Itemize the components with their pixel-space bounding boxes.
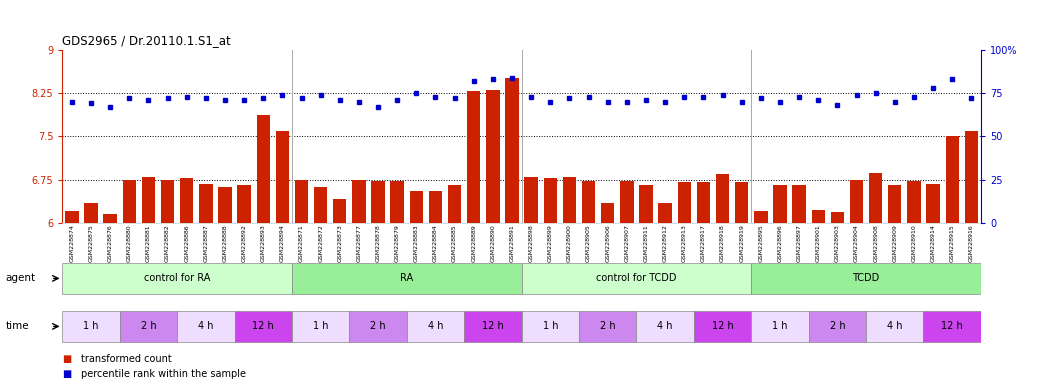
Bar <box>333 199 347 223</box>
Text: 1 h: 1 h <box>312 321 328 331</box>
Bar <box>292 311 350 342</box>
Bar <box>218 187 231 223</box>
Bar <box>238 185 251 223</box>
Text: time: time <box>5 321 29 331</box>
Bar <box>693 311 752 342</box>
Bar <box>119 311 177 342</box>
Text: 12 h: 12 h <box>712 321 734 331</box>
Text: transformed count: transformed count <box>81 354 171 364</box>
Text: percentile rank within the sample: percentile rank within the sample <box>81 369 246 379</box>
Text: 4 h: 4 h <box>198 321 214 331</box>
Bar <box>639 185 653 223</box>
Bar <box>180 178 193 223</box>
Bar <box>390 181 404 223</box>
Bar <box>410 191 424 223</box>
Bar <box>62 311 119 342</box>
Bar <box>448 185 461 223</box>
Bar <box>678 182 691 223</box>
Bar <box>869 173 882 223</box>
Bar <box>522 311 579 342</box>
Bar <box>752 263 981 294</box>
Bar <box>506 78 519 223</box>
Bar <box>352 180 365 223</box>
Text: TCDD: TCDD <box>852 273 880 283</box>
Bar <box>889 185 901 223</box>
Bar <box>350 311 407 342</box>
Bar <box>636 311 693 342</box>
Text: 2 h: 2 h <box>600 321 616 331</box>
Bar <box>926 184 939 223</box>
Bar <box>292 263 522 294</box>
Bar <box>809 311 866 342</box>
Bar <box>429 191 442 223</box>
Bar <box>866 311 924 342</box>
Bar <box>696 182 710 223</box>
Text: control for TCDD: control for TCDD <box>596 273 677 283</box>
Bar <box>122 180 136 223</box>
Text: 1 h: 1 h <box>772 321 788 331</box>
Bar <box>582 181 595 223</box>
Text: 12 h: 12 h <box>941 321 963 331</box>
Bar <box>579 311 636 342</box>
Text: 1 h: 1 h <box>543 321 558 331</box>
Bar <box>735 182 748 223</box>
Bar <box>544 178 557 223</box>
Bar <box>407 311 464 342</box>
Bar <box>830 212 844 223</box>
Text: 12 h: 12 h <box>252 321 274 331</box>
Text: 2 h: 2 h <box>140 321 156 331</box>
Bar <box>601 203 614 223</box>
Bar <box>486 90 499 223</box>
Bar <box>792 185 805 223</box>
Bar <box>907 181 921 223</box>
Bar <box>84 203 98 223</box>
Bar <box>295 180 308 223</box>
Bar <box>812 210 825 223</box>
Text: 2 h: 2 h <box>829 321 845 331</box>
Bar <box>62 263 292 294</box>
Bar <box>524 177 538 223</box>
Bar <box>620 181 633 223</box>
Bar <box>752 311 809 342</box>
Bar <box>199 184 213 223</box>
Bar <box>142 177 155 223</box>
Bar <box>773 185 787 223</box>
Text: ■: ■ <box>62 369 72 379</box>
Bar <box>924 311 981 342</box>
Bar <box>946 136 959 223</box>
Bar <box>850 180 864 223</box>
Text: ■: ■ <box>62 354 72 364</box>
Bar <box>964 131 978 223</box>
Bar <box>177 311 235 342</box>
Bar <box>464 311 522 342</box>
Bar <box>467 91 481 223</box>
Bar <box>372 181 385 223</box>
Text: agent: agent <box>5 273 35 283</box>
Text: 1 h: 1 h <box>83 321 99 331</box>
Text: control for RA: control for RA <box>144 273 211 283</box>
Text: 4 h: 4 h <box>887 321 902 331</box>
Bar <box>235 311 292 342</box>
Text: 4 h: 4 h <box>657 321 673 331</box>
Bar <box>658 203 672 223</box>
Bar <box>276 131 289 223</box>
Text: 2 h: 2 h <box>371 321 386 331</box>
Bar <box>65 211 79 223</box>
Bar <box>563 177 576 223</box>
Bar <box>104 214 117 223</box>
Bar <box>522 263 752 294</box>
Bar <box>313 187 327 223</box>
Text: RA: RA <box>401 273 413 283</box>
Bar <box>716 174 730 223</box>
Text: 4 h: 4 h <box>428 321 443 331</box>
Bar <box>161 180 174 223</box>
Text: 12 h: 12 h <box>482 321 503 331</box>
Bar <box>755 211 767 223</box>
Text: GDS2965 / Dr.20110.1.S1_at: GDS2965 / Dr.20110.1.S1_at <box>62 34 231 47</box>
Bar <box>256 115 270 223</box>
